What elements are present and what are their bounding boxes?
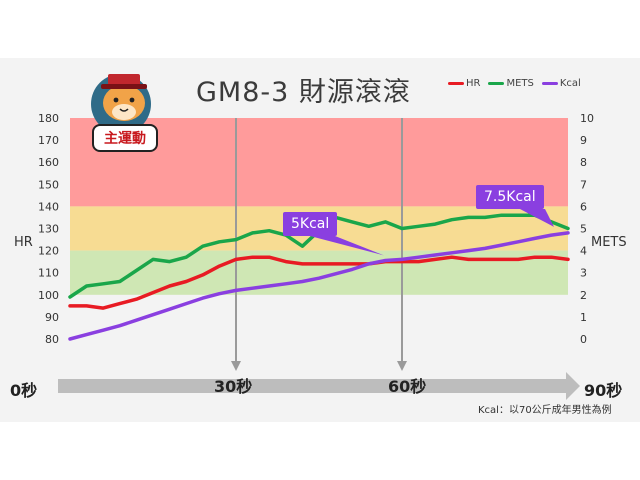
legend-swatch-mets xyxy=(488,82,505,85)
legend-item-mets: METS xyxy=(488,78,534,89)
y-tick-left-160: 160 xyxy=(38,156,59,169)
legend-swatch-kcal xyxy=(541,82,558,85)
cat-mascot-icon xyxy=(91,74,151,134)
callout-5kcal: 5Kcal xyxy=(283,212,338,236)
y-tick-left-90: 90 xyxy=(45,311,59,324)
legend: HR METS Kcal xyxy=(448,78,585,89)
marker-arrowhead-30 xyxy=(231,361,241,371)
time-label-0: 0秒 xyxy=(10,381,38,400)
y-tick-left-120: 120 xyxy=(38,245,59,258)
y-tick-right-2: 2 xyxy=(580,289,587,302)
y-tick-left-110: 110 xyxy=(38,267,59,280)
y-tick-right-9: 9 xyxy=(580,134,587,147)
time-label-30: 30秒 xyxy=(214,377,253,396)
legend-swatch-hr xyxy=(448,82,464,85)
callout-pointer-5kcal xyxy=(310,236,384,256)
legend-item-hr: HR xyxy=(448,78,480,89)
y-tick-right-3: 3 xyxy=(580,267,587,280)
y-tick-right-10: 10 xyxy=(580,112,594,125)
y-tick-left-100: 100 xyxy=(38,289,59,302)
callout-pointer-7-5kcal xyxy=(520,209,554,227)
main-exercise-badge: 主運動 xyxy=(92,124,158,152)
time-label-90: 90秒 xyxy=(584,381,623,400)
y-tick-left-150: 150 xyxy=(38,178,59,191)
series-line-hr xyxy=(68,255,570,310)
y-tick-right-0: 0 xyxy=(580,333,587,346)
kcal-note: Kcal：以70公斤成年男性為例 xyxy=(478,405,612,416)
y-tick-left-140: 140 xyxy=(38,200,59,213)
y-axis-label-left: HR xyxy=(14,235,33,250)
legend-label-mets: METS xyxy=(506,78,534,89)
legend-item-kcal: Kcal xyxy=(541,78,581,89)
y-tick-right-5: 5 xyxy=(580,223,587,236)
time-label-60: 60秒 xyxy=(388,377,427,396)
marker-arrowhead-60 xyxy=(397,361,407,371)
y-tick-left-80: 80 xyxy=(45,333,59,346)
y-axis-label-right: METS xyxy=(591,235,627,250)
legend-label-hr: HR xyxy=(466,78,481,89)
time-arrow-shaft xyxy=(58,379,568,393)
y-tick-right-6: 6 xyxy=(580,200,587,213)
legend-label-kcal: Kcal xyxy=(559,78,581,89)
callout-7-5kcal: 7.5Kcal xyxy=(476,185,544,209)
series-line-kcal xyxy=(68,231,570,341)
y-tick-left-130: 130 xyxy=(38,223,59,236)
y-tick-right-7: 7 xyxy=(580,178,587,191)
y-tick-right-1: 1 xyxy=(580,311,587,324)
zone-band-2 xyxy=(70,250,568,295)
y-tick-right-4: 4 xyxy=(580,245,587,258)
time-arrow-head xyxy=(566,372,580,400)
y-tick-left-180: 180 xyxy=(38,112,59,125)
chart-title: GM8-3 財源滾滾 xyxy=(196,77,411,108)
y-tick-left-170: 170 xyxy=(38,134,59,147)
y-tick-right-8: 8 xyxy=(580,156,587,169)
